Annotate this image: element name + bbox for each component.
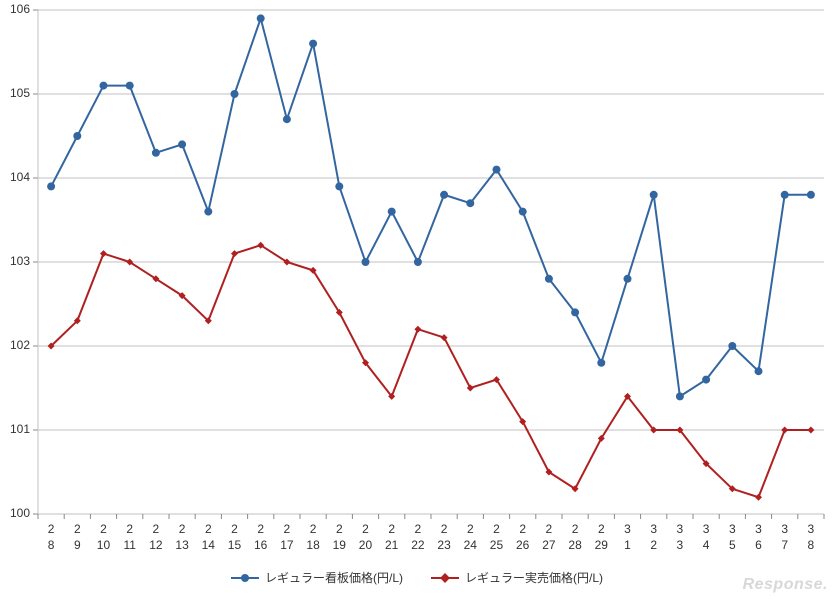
- x-tick-label: 2 26: [510, 522, 536, 553]
- legend: レギュラー看板価格(円/L) レギュラー実売価格(円/L): [0, 569, 834, 586]
- x-tick-label: 2 24: [457, 522, 483, 553]
- x-tick-label: 2 8: [38, 522, 64, 553]
- x-tick-label: 2 20: [352, 522, 378, 553]
- x-tick-label: 2 18: [300, 522, 326, 553]
- legend-item-actual: レギュラー実売価格(円/L): [431, 569, 603, 586]
- x-tick-label: 2 11: [117, 522, 143, 553]
- x-tick-label: 3 7: [772, 522, 798, 553]
- y-tick-label: 106: [0, 2, 30, 16]
- x-tick-label: 2 12: [143, 522, 169, 553]
- x-tick-label: 2 16: [248, 522, 274, 553]
- x-tick-label: 2 23: [431, 522, 457, 553]
- legend-label-signboard: レギュラー看板価格(円/L): [265, 569, 403, 586]
- y-tick-label: 101: [0, 422, 30, 436]
- x-tick-label: 2 22: [405, 522, 431, 553]
- x-tick-label: 2 15: [221, 522, 247, 553]
- x-tick-label: 2 25: [483, 522, 509, 553]
- watermark: Response.: [743, 576, 828, 594]
- y-tick-label: 100: [0, 506, 30, 520]
- legend-marker-actual: [431, 571, 459, 585]
- x-tick-label: 3 5: [719, 522, 745, 553]
- chart-svg: [0, 0, 834, 598]
- x-tick-label: 2 17: [274, 522, 300, 553]
- x-tick-label: 3 2: [641, 522, 667, 553]
- x-tick-label: 2 9: [64, 522, 90, 553]
- x-tick-label: 3 1: [614, 522, 640, 553]
- x-tick-label: 3 6: [745, 522, 771, 553]
- y-tick-label: 103: [0, 254, 30, 268]
- x-tick-label: 2 19: [326, 522, 352, 553]
- x-tick-label: 2 13: [169, 522, 195, 553]
- x-tick-label: 2 29: [588, 522, 614, 553]
- y-tick-label: 102: [0, 338, 30, 352]
- x-tick-label: 2 14: [195, 522, 221, 553]
- y-tick-label: 104: [0, 170, 30, 184]
- x-tick-label: 3 3: [667, 522, 693, 553]
- line-chart: 100 101 102 103 104 105 106 2 82 92 102 112 12…: [0, 0, 834, 598]
- x-tick-label: 2 27: [536, 522, 562, 553]
- x-tick-label: 2 21: [379, 522, 405, 553]
- legend-marker-signboard: [231, 571, 259, 585]
- y-tick-label: 105: [0, 86, 30, 100]
- x-tick-label: 2 10: [90, 522, 116, 553]
- legend-label-actual: レギュラー実売価格(円/L): [465, 569, 603, 586]
- x-tick-label: 3 8: [798, 522, 824, 553]
- x-tick-label: 3 4: [693, 522, 719, 553]
- x-tick-label: 2 28: [562, 522, 588, 553]
- legend-item-signboard: レギュラー看板価格(円/L): [231, 569, 403, 586]
